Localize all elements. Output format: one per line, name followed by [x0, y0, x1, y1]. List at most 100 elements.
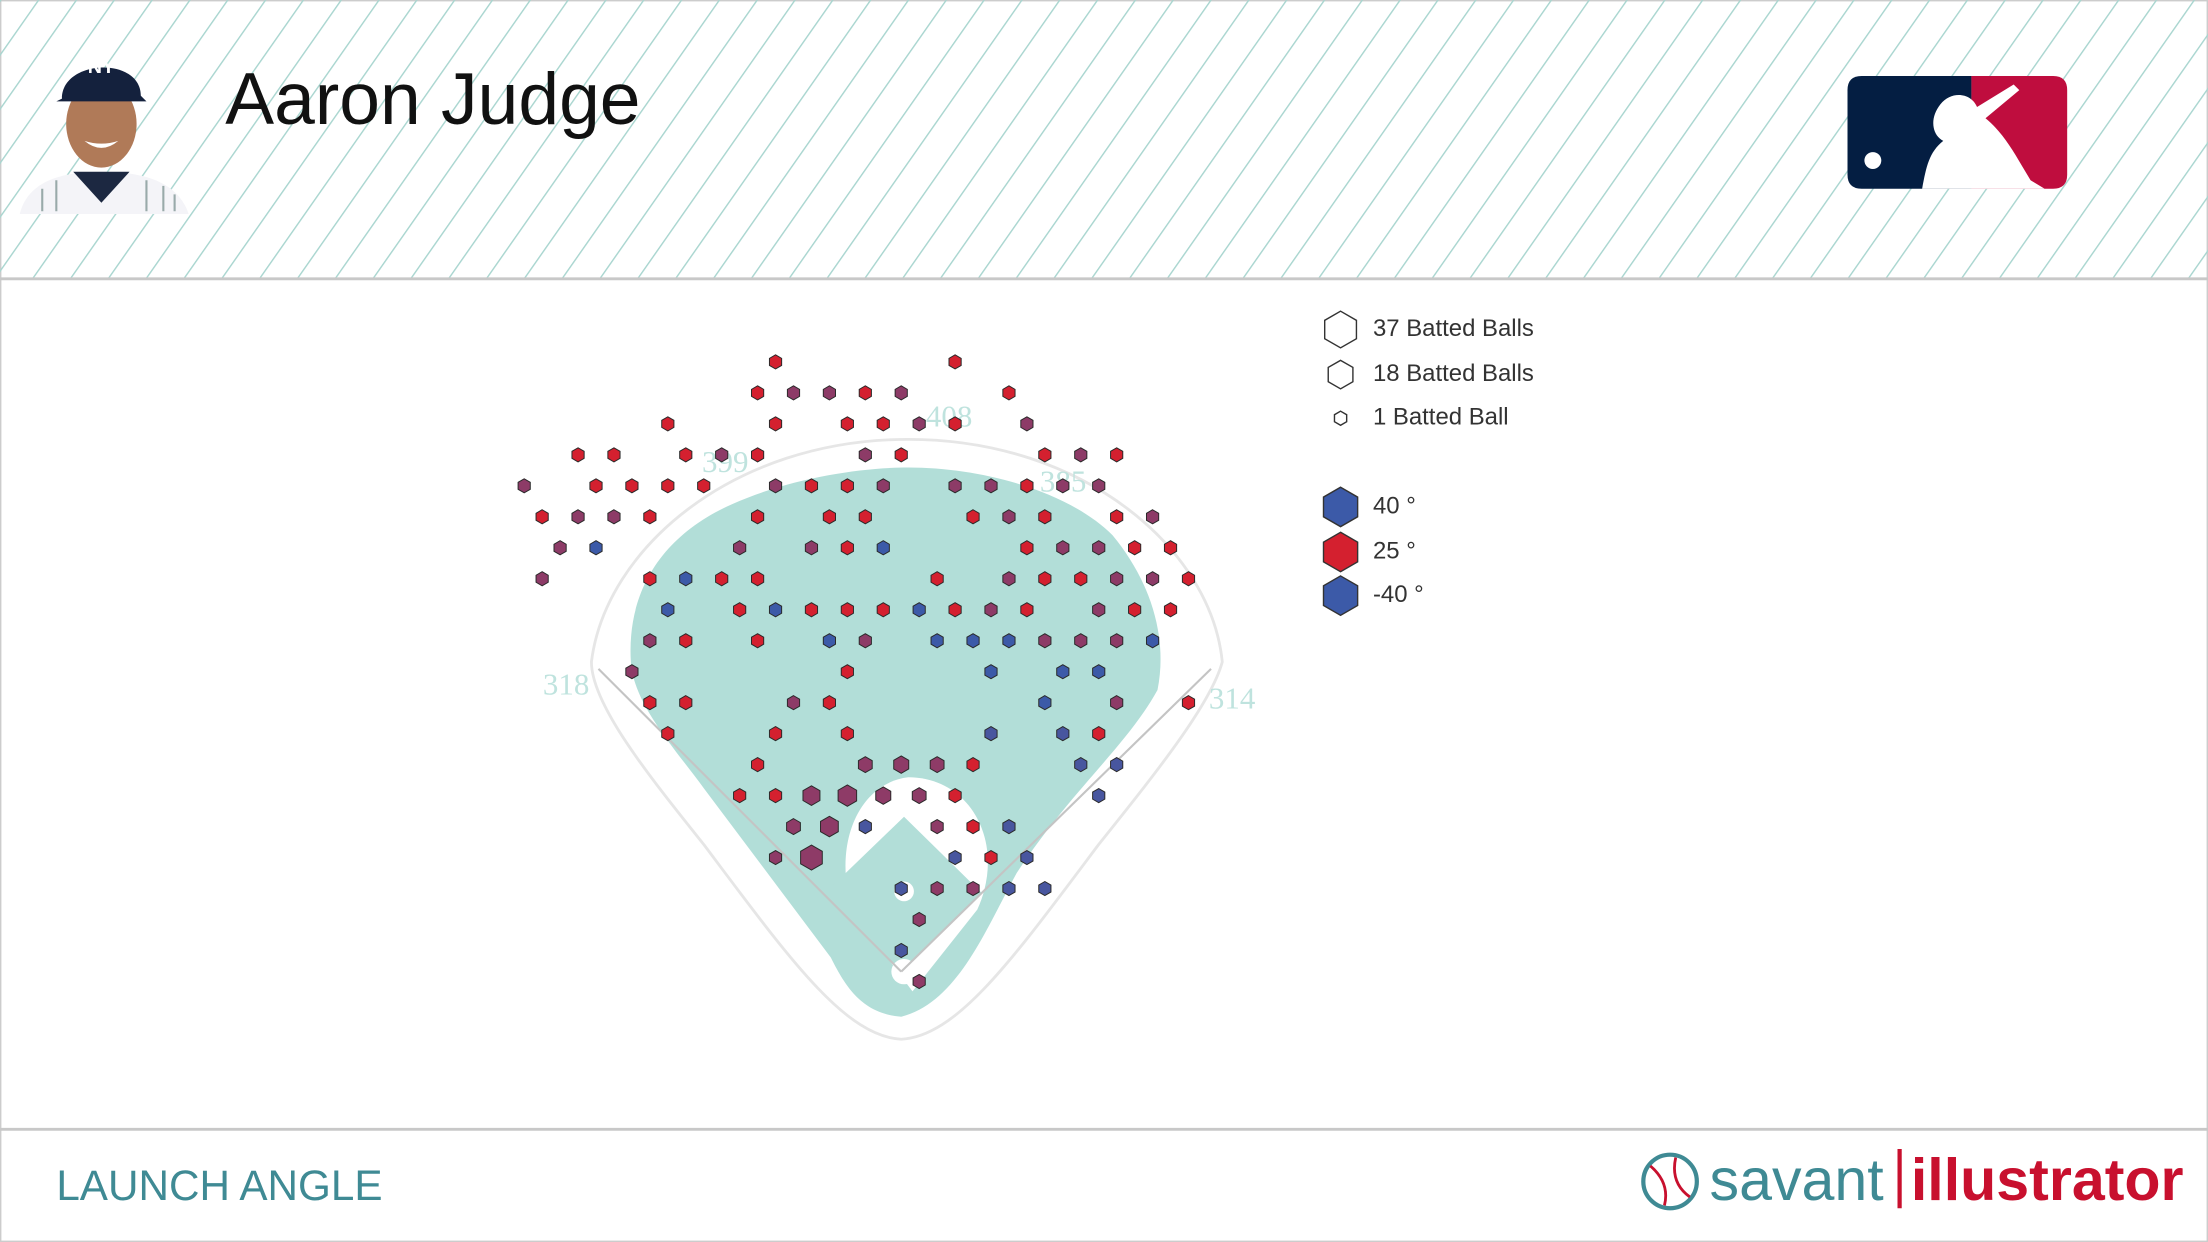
hexbin	[894, 447, 908, 463]
hexbin	[930, 633, 944, 649]
hexbin	[643, 571, 657, 587]
hexbin	[930, 818, 944, 835]
hexbin	[750, 447, 765, 463]
hexbin	[894, 385, 908, 401]
hexbin	[857, 756, 873, 774]
hexbin	[607, 447, 621, 463]
hexbin	[893, 755, 910, 774]
hexbin	[1128, 602, 1142, 618]
hexbin	[1056, 664, 1070, 680]
hexbin	[1038, 509, 1052, 525]
hexbin	[661, 726, 675, 742]
hexbin	[875, 786, 892, 805]
hexbin	[679, 695, 693, 711]
color-legend-hex	[1322, 575, 1359, 617]
hexbin	[858, 633, 872, 649]
hexbin	[858, 818, 872, 835]
svg-text:NY: NY	[88, 56, 115, 78]
hexbin	[948, 354, 962, 370]
fence-distance: 318	[543, 666, 589, 701]
hexbin	[1128, 540, 1142, 556]
hexbin	[786, 385, 801, 401]
hexbin	[858, 447, 872, 463]
hexbin	[1110, 571, 1124, 587]
hexbin	[820, 815, 839, 838]
hexbin	[1020, 849, 1034, 866]
footer-label: LAUNCH ANGLE	[56, 1162, 382, 1209]
hexbin	[553, 540, 567, 556]
player-name: Aaron Judge	[225, 58, 640, 140]
hexbin	[1002, 880, 1016, 897]
hexbin	[786, 695, 801, 711]
hex-layer	[517, 354, 1196, 990]
hexbin	[535, 509, 549, 525]
hexbin	[679, 447, 693, 463]
hexbin	[768, 602, 783, 618]
size-legend-label: 1 Batted Ball	[1373, 404, 1509, 431]
hexbin	[715, 571, 729, 587]
hexbin	[858, 385, 872, 401]
hexbin	[1038, 571, 1052, 587]
fence-distance: 314	[1209, 680, 1255, 715]
hexbin	[643, 633, 657, 649]
hexbin	[679, 571, 693, 587]
hexbin	[571, 447, 585, 463]
hexbin	[912, 602, 926, 618]
color-legend-label: 25 °	[1373, 537, 1416, 564]
hexbin	[750, 757, 765, 773]
hexbin	[1092, 788, 1106, 804]
hexbin	[1056, 726, 1070, 742]
hexbin	[517, 478, 531, 494]
hexbin	[535, 571, 549, 587]
hexbin	[768, 788, 783, 804]
size-legend-label: 18 Batted Balls	[1373, 360, 1534, 387]
hexbin	[804, 478, 819, 494]
hexbin	[661, 478, 675, 494]
hexbin	[715, 447, 729, 463]
fence-distance: 399	[702, 444, 748, 479]
savant-logo: savant illustrator	[1641, 1146, 2184, 1213]
hexbin	[750, 509, 765, 525]
hexbin	[804, 540, 819, 556]
hexbin	[1002, 633, 1016, 649]
hexbin	[804, 602, 819, 618]
hexbin	[1092, 478, 1106, 494]
hexbin	[822, 695, 836, 711]
fence-distance: 408	[926, 399, 972, 434]
hexbin	[750, 385, 765, 401]
hexbin	[750, 571, 765, 587]
hexbin	[930, 571, 944, 587]
hexbin	[1163, 602, 1178, 618]
hexbin	[571, 509, 585, 525]
hexbin	[800, 844, 823, 871]
hexbin	[625, 664, 639, 680]
hexbin	[840, 478, 854, 494]
hexbin	[1092, 602, 1106, 618]
color-legend-label: -40 °	[1373, 581, 1424, 608]
hexbin	[822, 385, 836, 401]
brand-illustrator: illustrator	[1911, 1146, 2184, 1213]
hexbin	[948, 478, 962, 494]
hexbin	[733, 602, 747, 618]
hexbin	[840, 602, 854, 618]
hexbin	[1110, 447, 1124, 463]
hexbin	[733, 788, 747, 804]
hexbin	[840, 540, 854, 556]
hexbin	[589, 540, 603, 556]
hexbin	[1110, 695, 1124, 711]
hexbin	[966, 818, 980, 835]
hexbin	[1074, 571, 1088, 587]
hexbin	[822, 509, 836, 525]
hexbin	[929, 756, 945, 774]
size-legend-hex	[1327, 359, 1354, 390]
hexbin	[1038, 880, 1052, 897]
hexbin	[768, 478, 783, 494]
hexbin	[1056, 540, 1070, 556]
hexbin	[802, 785, 821, 806]
size-legend-hex	[1333, 410, 1348, 427]
hexbin	[1145, 571, 1160, 587]
hexbin	[1145, 633, 1160, 649]
hexbin	[768, 416, 783, 432]
hexbin	[643, 695, 657, 711]
hexbin	[768, 354, 783, 370]
